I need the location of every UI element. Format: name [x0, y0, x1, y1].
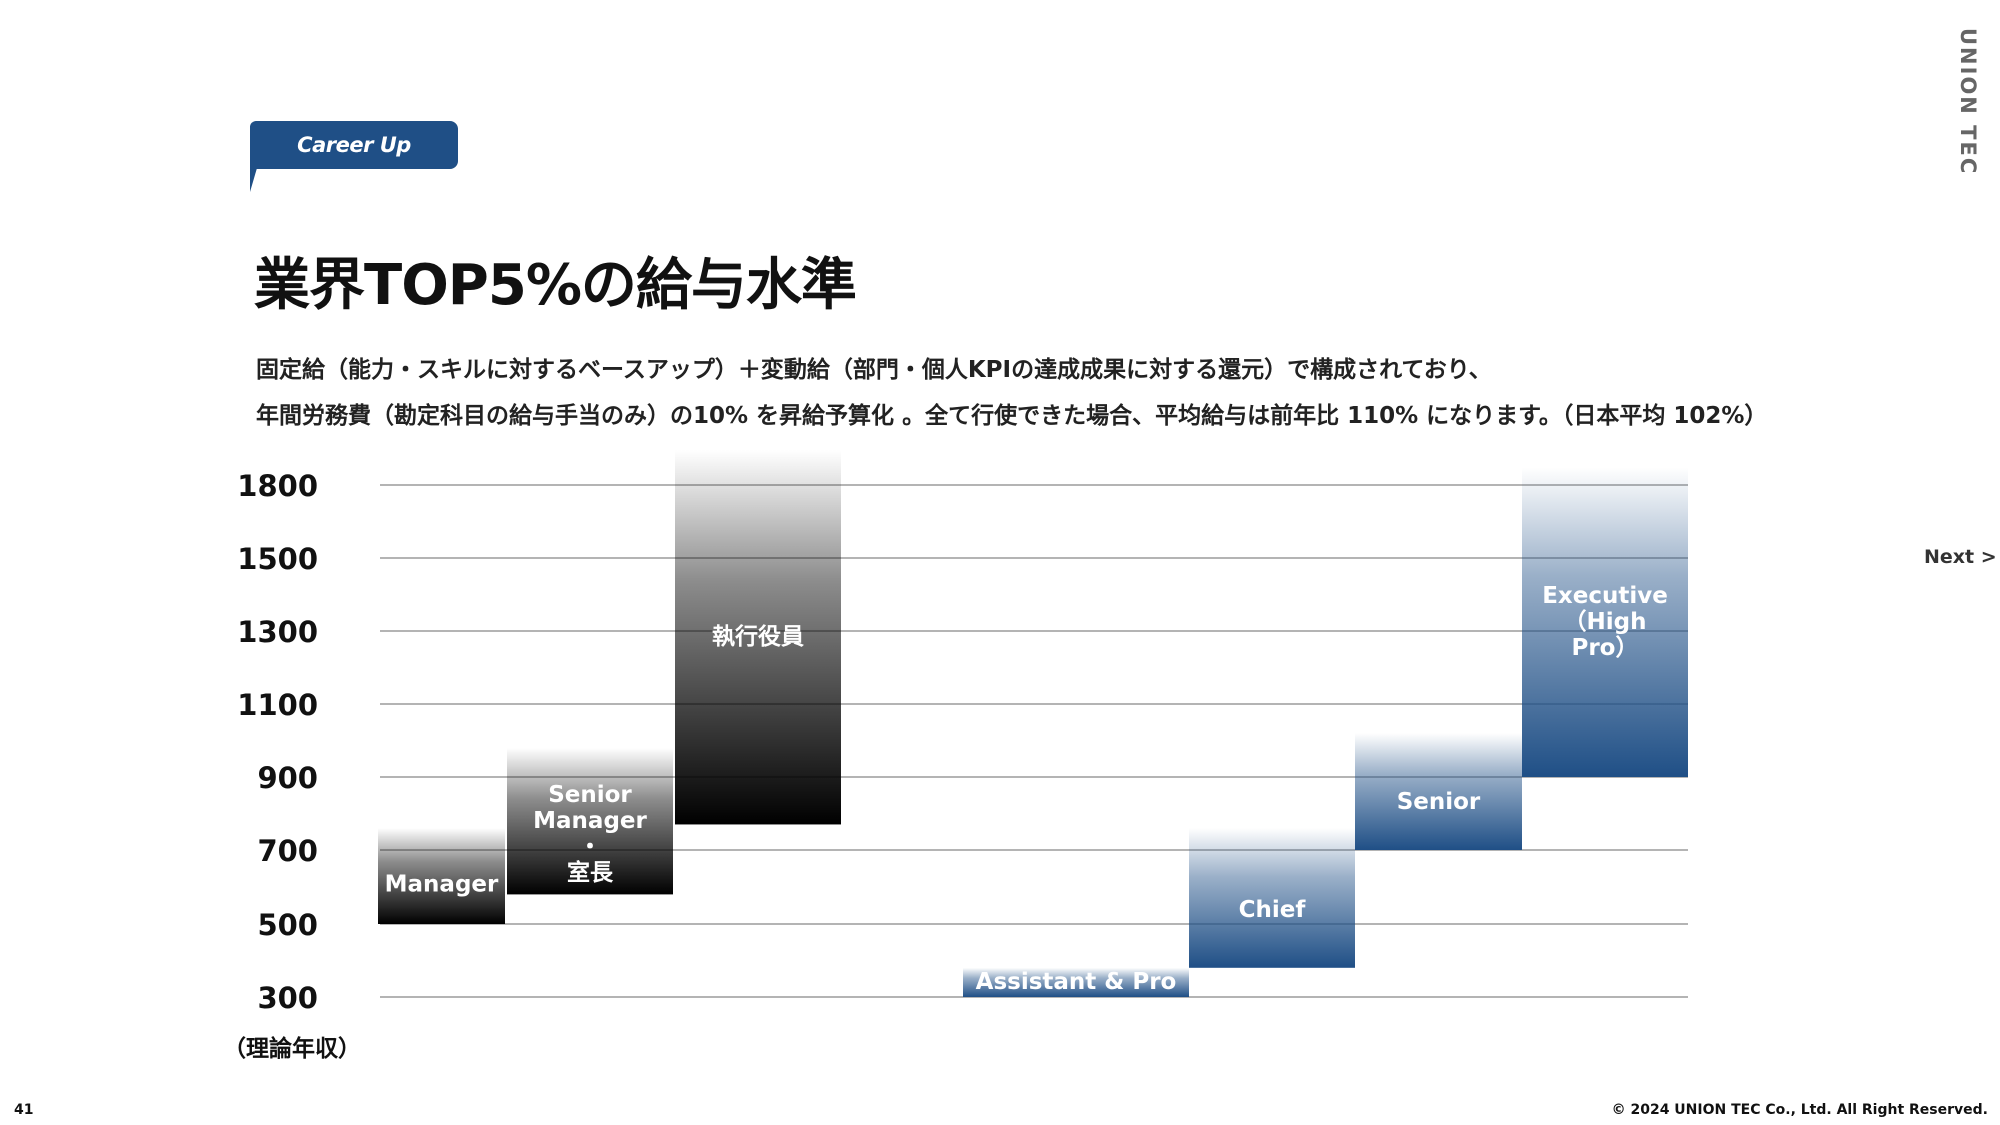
bar-label-0-2: 執行役員 [712, 623, 804, 650]
badge-tail [250, 168, 257, 192]
y-tick-label-1300: 1300 [237, 615, 318, 649]
y-tick-label-1100: 1100 [237, 688, 318, 722]
bar-0-1 [507, 747, 673, 895]
bar-label-1-0: Assistant & Pro [976, 969, 1177, 995]
y-tick-label-1500: 1500 [237, 542, 318, 576]
bar-1-1 [1189, 828, 1355, 968]
bar-label-0-0: Manager [385, 872, 499, 898]
badge-label: Career Up [297, 133, 411, 157]
description-line-2: 年間労務費（勘定科目の給与手当のみ）の10% を昇給予算化 。全て行使できた場合… [256, 403, 1768, 429]
bar-1-0 [963, 967, 1189, 997]
bar-1-2 [1355, 733, 1522, 850]
y-tick-label-1800: 1800 [237, 469, 318, 503]
bar-label-0-1: Senior Manager ・室長 [533, 782, 647, 886]
page-title: 業界TOP5%の給与水準 [254, 253, 857, 318]
bar-1-3 [1522, 467, 1688, 777]
y-tick-label-900: 900 [257, 761, 318, 795]
brand-logo-text: UNION TEC [1956, 28, 1980, 176]
bar-0-2 [675, 450, 841, 825]
description-line-1: 固定給（能力・スキルに対するベースアップ）＋変動給（部門・個人KPIの達成成果に… [256, 357, 1492, 383]
career-up-badge: Career Up [250, 121, 458, 169]
y-tick-label-700: 700 [257, 834, 318, 868]
next-button[interactable]: Next > [1924, 546, 1997, 568]
y-unit-label: （理論年収） [223, 1035, 361, 1062]
y-tick-label-500: 500 [257, 908, 318, 942]
page-number: 41 [14, 1102, 34, 1118]
y-tick-label-300: 300 [257, 981, 318, 1015]
bar-label-1-1: Chief [1239, 897, 1307, 923]
bar-label-1-2: Senior [1397, 789, 1481, 815]
bar-0-0 [378, 828, 505, 924]
bar-label-1-3: Executive （High Pro） [1542, 583, 1668, 661]
copyright: © 2024 UNION TEC Co., Ltd. All Right Res… [1611, 1102, 1988, 1118]
